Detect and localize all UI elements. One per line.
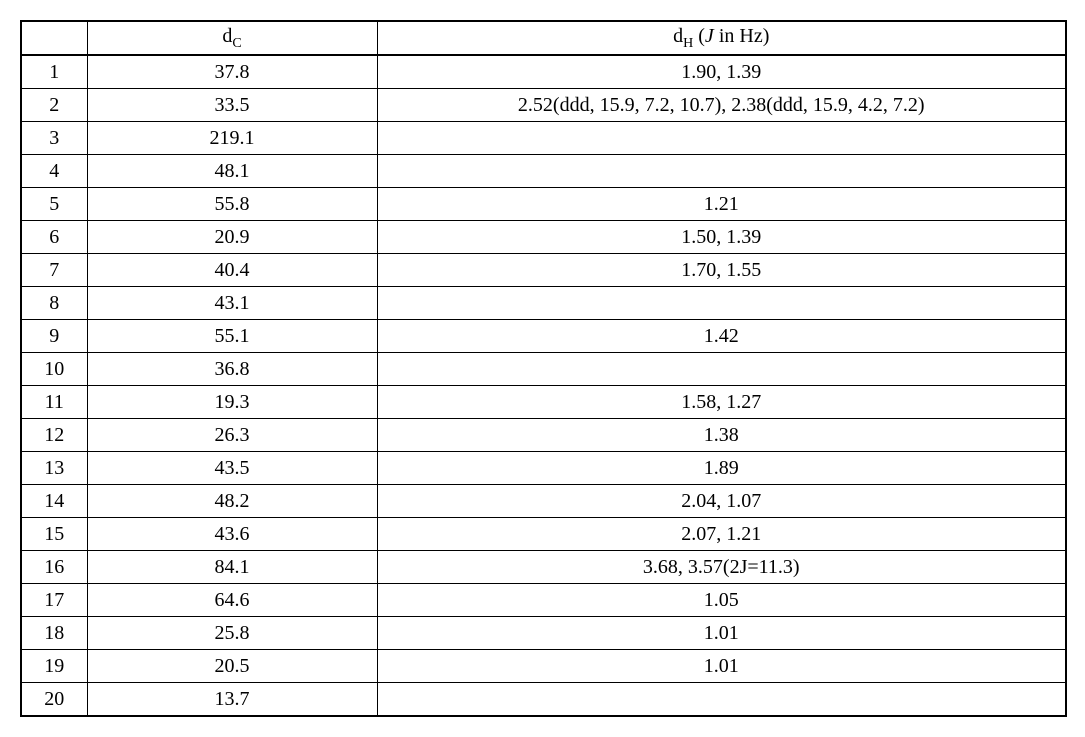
cell-dc: 43.1 <box>87 287 377 320</box>
table-row: 843.1 <box>21 287 1066 320</box>
dh-suffix-open: ( <box>693 25 705 47</box>
table-row: 1119.31.58, 1.27 <box>21 386 1066 419</box>
cell-dh: 1.01 <box>377 617 1066 650</box>
cell-dc: 19.3 <box>87 386 377 419</box>
table-row: 137.81.90, 1.39 <box>21 55 1066 89</box>
cell-index: 3 <box>21 122 87 155</box>
cell-dh <box>377 287 1066 320</box>
cell-dh: 1.42 <box>377 320 1066 353</box>
nmr-table: dC dH (J in Hz) 137.81.90, 1.39233.52.52… <box>20 20 1067 717</box>
cell-dc: 43.5 <box>87 452 377 485</box>
cell-dh: 2.04, 1.07 <box>377 485 1066 518</box>
cell-index: 14 <box>21 485 87 518</box>
col-header-index <box>21 21 87 55</box>
table-row: 1825.81.01 <box>21 617 1066 650</box>
cell-dc: 13.7 <box>87 683 377 717</box>
cell-dh: 1.21 <box>377 188 1066 221</box>
cell-index: 5 <box>21 188 87 221</box>
cell-index: 7 <box>21 254 87 287</box>
cell-dc: 20.5 <box>87 650 377 683</box>
table-row: 1684.13.68, 3.57(2J=11.3) <box>21 551 1066 584</box>
cell-dc: 55.1 <box>87 320 377 353</box>
table-row: 555.81.21 <box>21 188 1066 221</box>
cell-dc: 36.8 <box>87 353 377 386</box>
cell-dh: 1.01 <box>377 650 1066 683</box>
cell-index: 20 <box>21 683 87 717</box>
cell-dh: 1.58, 1.27 <box>377 386 1066 419</box>
cell-dh: 1.38 <box>377 419 1066 452</box>
cell-dc: 64.6 <box>87 584 377 617</box>
cell-index: 12 <box>21 419 87 452</box>
cell-dh <box>377 353 1066 386</box>
cell-index: 4 <box>21 155 87 188</box>
cell-dc: 26.3 <box>87 419 377 452</box>
col-header-dc: dC <box>87 21 377 55</box>
cell-index: 15 <box>21 518 87 551</box>
cell-index: 13 <box>21 452 87 485</box>
cell-dc: 25.8 <box>87 617 377 650</box>
col-header-dh: dH (J in Hz) <box>377 21 1066 55</box>
nmr-table-container: dC dH (J in Hz) 137.81.90, 1.39233.52.52… <box>20 20 1065 717</box>
table-row: 1036.8 <box>21 353 1066 386</box>
cell-index: 2 <box>21 89 87 122</box>
cell-dh <box>377 122 1066 155</box>
cell-dc: 40.4 <box>87 254 377 287</box>
cell-dh: 1.70, 1.55 <box>377 254 1066 287</box>
cell-dh: 3.68, 3.57(2J=11.3) <box>377 551 1066 584</box>
table-row: 233.52.52(ddd, 15.9, 7.2, 10.7), 2.38(dd… <box>21 89 1066 122</box>
table-row: 1920.51.01 <box>21 650 1066 683</box>
table-row: 1226.31.38 <box>21 419 1066 452</box>
table-row: 955.11.42 <box>21 320 1066 353</box>
cell-index: 11 <box>21 386 87 419</box>
cell-index: 10 <box>21 353 87 386</box>
cell-index: 6 <box>21 221 87 254</box>
table-row: 1448.22.04, 1.07 <box>21 485 1066 518</box>
dh-j: J <box>705 25 714 47</box>
dc-prefix: d <box>222 25 232 47</box>
table-body: 137.81.90, 1.39233.52.52(ddd, 15.9, 7.2,… <box>21 55 1066 716</box>
cell-dc: 48.2 <box>87 485 377 518</box>
dc-sub: C <box>232 36 241 51</box>
cell-index: 17 <box>21 584 87 617</box>
table-row: 448.1 <box>21 155 1066 188</box>
dh-sub: H <box>683 36 693 51</box>
dh-suffix-close: in Hz) <box>714 25 770 47</box>
cell-dh: 1.05 <box>377 584 1066 617</box>
table-row: 3219.1 <box>21 122 1066 155</box>
cell-dc: 43.6 <box>87 518 377 551</box>
cell-index: 18 <box>21 617 87 650</box>
cell-dc: 37.8 <box>87 55 377 89</box>
cell-dc: 20.9 <box>87 221 377 254</box>
cell-index: 16 <box>21 551 87 584</box>
table-row: 1343.51.89 <box>21 452 1066 485</box>
cell-index: 1 <box>21 55 87 89</box>
cell-index: 8 <box>21 287 87 320</box>
cell-index: 9 <box>21 320 87 353</box>
cell-dc: 84.1 <box>87 551 377 584</box>
table-row: 740.41.70, 1.55 <box>21 254 1066 287</box>
dh-prefix: d <box>673 25 683 47</box>
cell-dc: 219.1 <box>87 122 377 155</box>
cell-dc: 48.1 <box>87 155 377 188</box>
table-header-row: dC dH (J in Hz) <box>21 21 1066 55</box>
cell-dh: 1.50, 1.39 <box>377 221 1066 254</box>
cell-dh: 1.89 <box>377 452 1066 485</box>
cell-dh <box>377 155 1066 188</box>
table-row: 620.91.50, 1.39 <box>21 221 1066 254</box>
table-row: 2013.7 <box>21 683 1066 717</box>
cell-dh: 1.90, 1.39 <box>377 55 1066 89</box>
cell-index: 19 <box>21 650 87 683</box>
cell-dh: 2.07, 1.21 <box>377 518 1066 551</box>
cell-dh: 2.52(ddd, 15.9, 7.2, 10.7), 2.38(ddd, 15… <box>377 89 1066 122</box>
cell-dc: 33.5 <box>87 89 377 122</box>
table-row: 1543.62.07, 1.21 <box>21 518 1066 551</box>
table-row: 1764.61.05 <box>21 584 1066 617</box>
cell-dh <box>377 683 1066 717</box>
cell-dc: 55.8 <box>87 188 377 221</box>
